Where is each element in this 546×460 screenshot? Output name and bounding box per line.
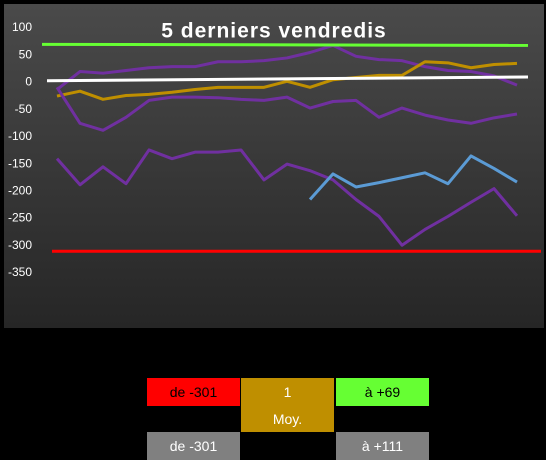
y-tick-label: 0 — [25, 75, 32, 89]
y-tick-label: -250 — [8, 211, 32, 225]
middle-label: Moy. — [272, 410, 303, 427]
y-tick-label: -350 — [8, 265, 32, 279]
y-tick-label: -100 — [8, 129, 32, 143]
low2-cell: de -301 — [147, 432, 240, 460]
reference-line — [46, 75, 529, 83]
high2-cell: à +111 — [336, 432, 429, 460]
middle-value: 1 — [283, 383, 292, 400]
series-line — [56, 60, 518, 101]
y-tick-label: 50 — [19, 47, 33, 61]
low-cell: de -301 — [147, 378, 240, 406]
chart-title: 5 derniers vendredis — [161, 20, 386, 43]
y-tick-label: -50 — [15, 102, 33, 116]
chart: 5 derniers vendredis 100 50 0 -50 -100 -150 -2… — [4, 4, 544, 328]
y-tick-label: 100 — [12, 20, 32, 34]
series-line — [55, 148, 519, 247]
y-tick-label: -150 — [8, 156, 32, 170]
reference-line — [41, 42, 529, 47]
series-line — [56, 43, 518, 91]
series-line — [55, 86, 518, 132]
y-tick-label: -300 — [8, 238, 32, 252]
y-tick-label: -200 — [8, 184, 32, 198]
high-cell: à +69 — [336, 378, 429, 406]
series-line — [308, 154, 518, 201]
middle-cell: 1 Moy. — [241, 378, 334, 432]
